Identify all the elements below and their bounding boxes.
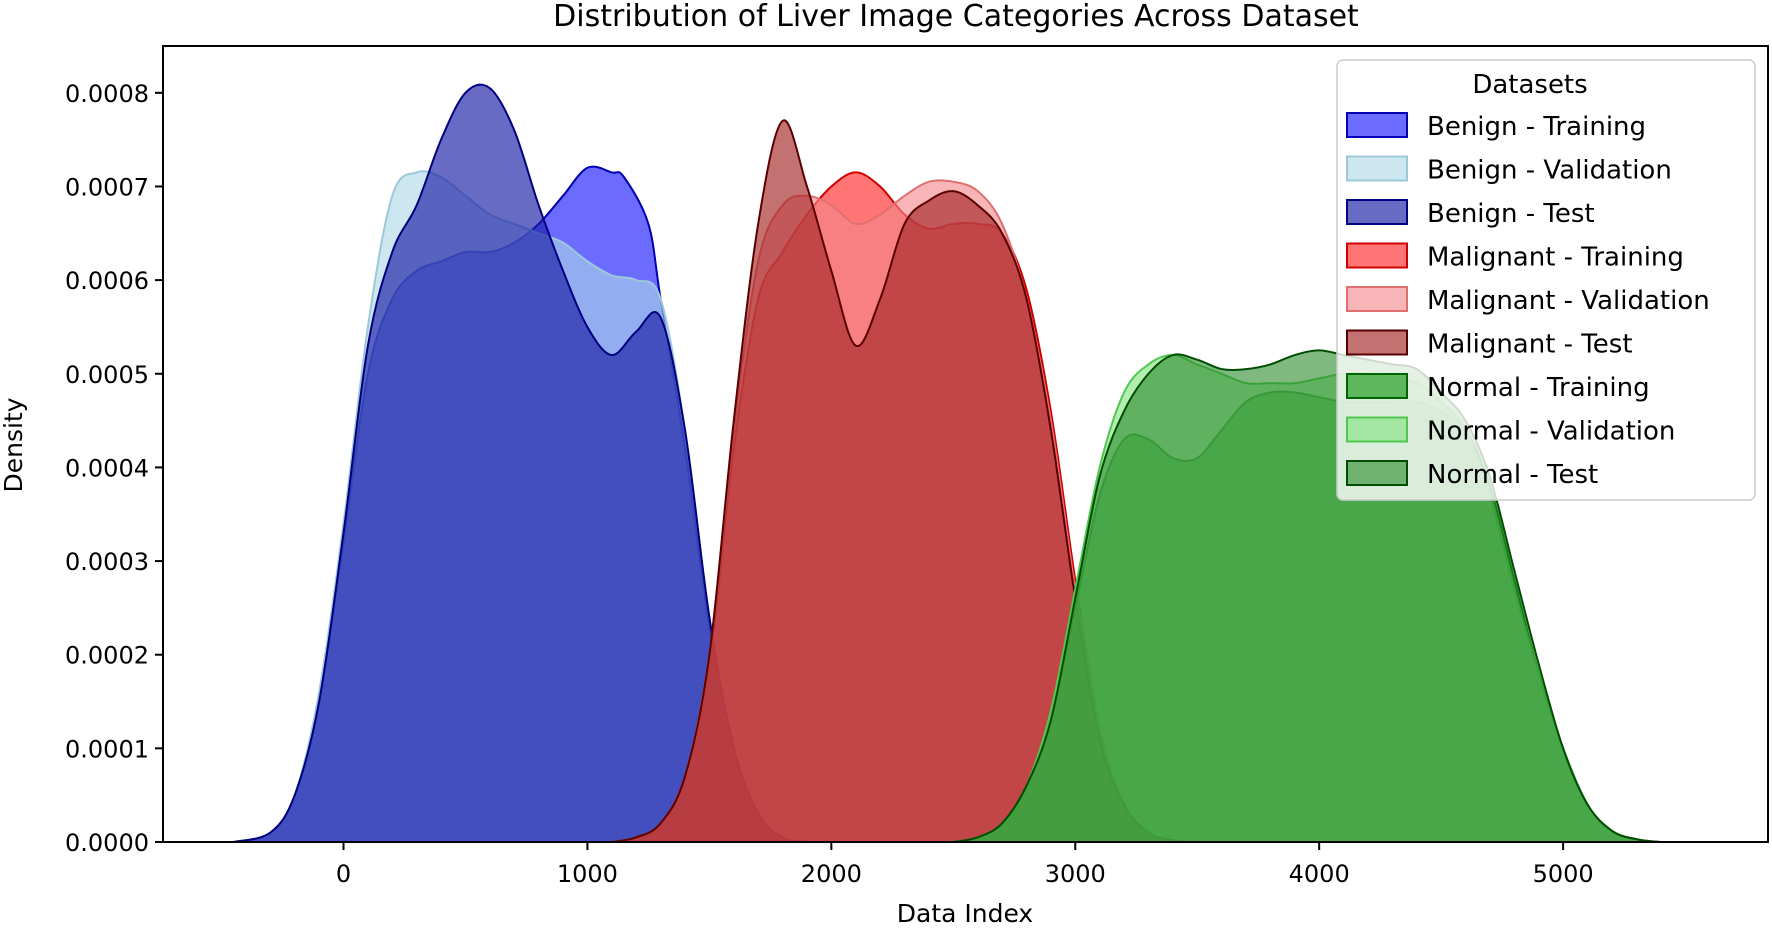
legend-label-malignant-validation: Malignant - Validation <box>1427 286 1710 316</box>
x-tick-label: 0 <box>336 860 351 888</box>
legend-box <box>1336 59 1756 501</box>
legend-swatch-benign-test <box>1346 199 1408 225</box>
y-tick-label: 0.0001 <box>65 735 149 763</box>
line-benign-test <box>233 83 808 843</box>
legend-label-malignant-training: Malignant - Training <box>1427 243 1684 273</box>
x-axis-title: Data Index <box>897 899 1033 928</box>
legend-swatch-benign-training <box>1346 112 1408 138</box>
legend-swatch-benign-validation <box>1346 155 1408 182</box>
line-normal-test <box>953 349 1661 843</box>
x-tick-label: 3000 <box>1045 860 1106 888</box>
legend-swatch-malignant-test <box>1346 329 1408 356</box>
legend-swatch-malignant-training <box>1346 242 1408 269</box>
y-tick-label: 0.0000 <box>65 829 149 857</box>
y-tick-label: 0.0003 <box>65 548 149 576</box>
x-tick-label: 1000 <box>557 860 618 888</box>
y-tick-label: 0.0005 <box>65 361 149 389</box>
x-tick-label: 5000 <box>1533 860 1594 888</box>
x-tick-label: 4000 <box>1289 860 1350 888</box>
y-tick-label: 0.0007 <box>65 173 149 201</box>
legend-label-benign-validation: Benign - Validation <box>1427 156 1672 186</box>
legend-swatch-normal-test <box>1346 460 1408 486</box>
y-tick-label: 0.0002 <box>65 642 149 670</box>
legend-swatch-normal-validation <box>1346 416 1408 443</box>
legend-swatch-normal-training <box>1346 373 1408 399</box>
y-axis-title: Density <box>0 397 28 492</box>
legend-label-benign-test: Benign - Test <box>1427 199 1595 229</box>
y-axis: 0.0000 0.0001 0.0002 0.0003 0.0004 0.0005 0.00… <box>65 80 163 857</box>
legend-items: Benign - Training Benign - Validation Beni… <box>1346 112 1710 490</box>
legend-label-malignant-test: Malignant - Test <box>1427 330 1633 360</box>
area-malignant-test <box>611 120 1198 842</box>
y-tick-label: 0.0008 <box>65 80 149 108</box>
legend-label-normal-training: Normal - Training <box>1427 373 1650 403</box>
area-benign-test <box>233 84 807 842</box>
x-tick-label: 2000 <box>801 860 862 888</box>
chart-title: Distribution of Liver Image Categories A… <box>553 0 1359 34</box>
legend: Datasets Benign - Training Benign - Valid… <box>1336 59 1756 501</box>
y-tick-label: 0.0004 <box>65 454 149 482</box>
x-axis: 0 1000 2000 3000 4000 5000 <box>336 842 1594 888</box>
plot-frame <box>162 45 1769 843</box>
legend-label-normal-test: Normal - Test <box>1427 460 1598 490</box>
y-tick-label: 0.0006 <box>65 267 149 295</box>
legend-swatch-malignant-validation <box>1346 286 1408 312</box>
legend-title: Datasets <box>1472 70 1587 100</box>
legend-label-normal-validation: Normal - Validation <box>1427 417 1675 447</box>
legend-label-benign-training: Benign - Training <box>1427 112 1646 142</box>
